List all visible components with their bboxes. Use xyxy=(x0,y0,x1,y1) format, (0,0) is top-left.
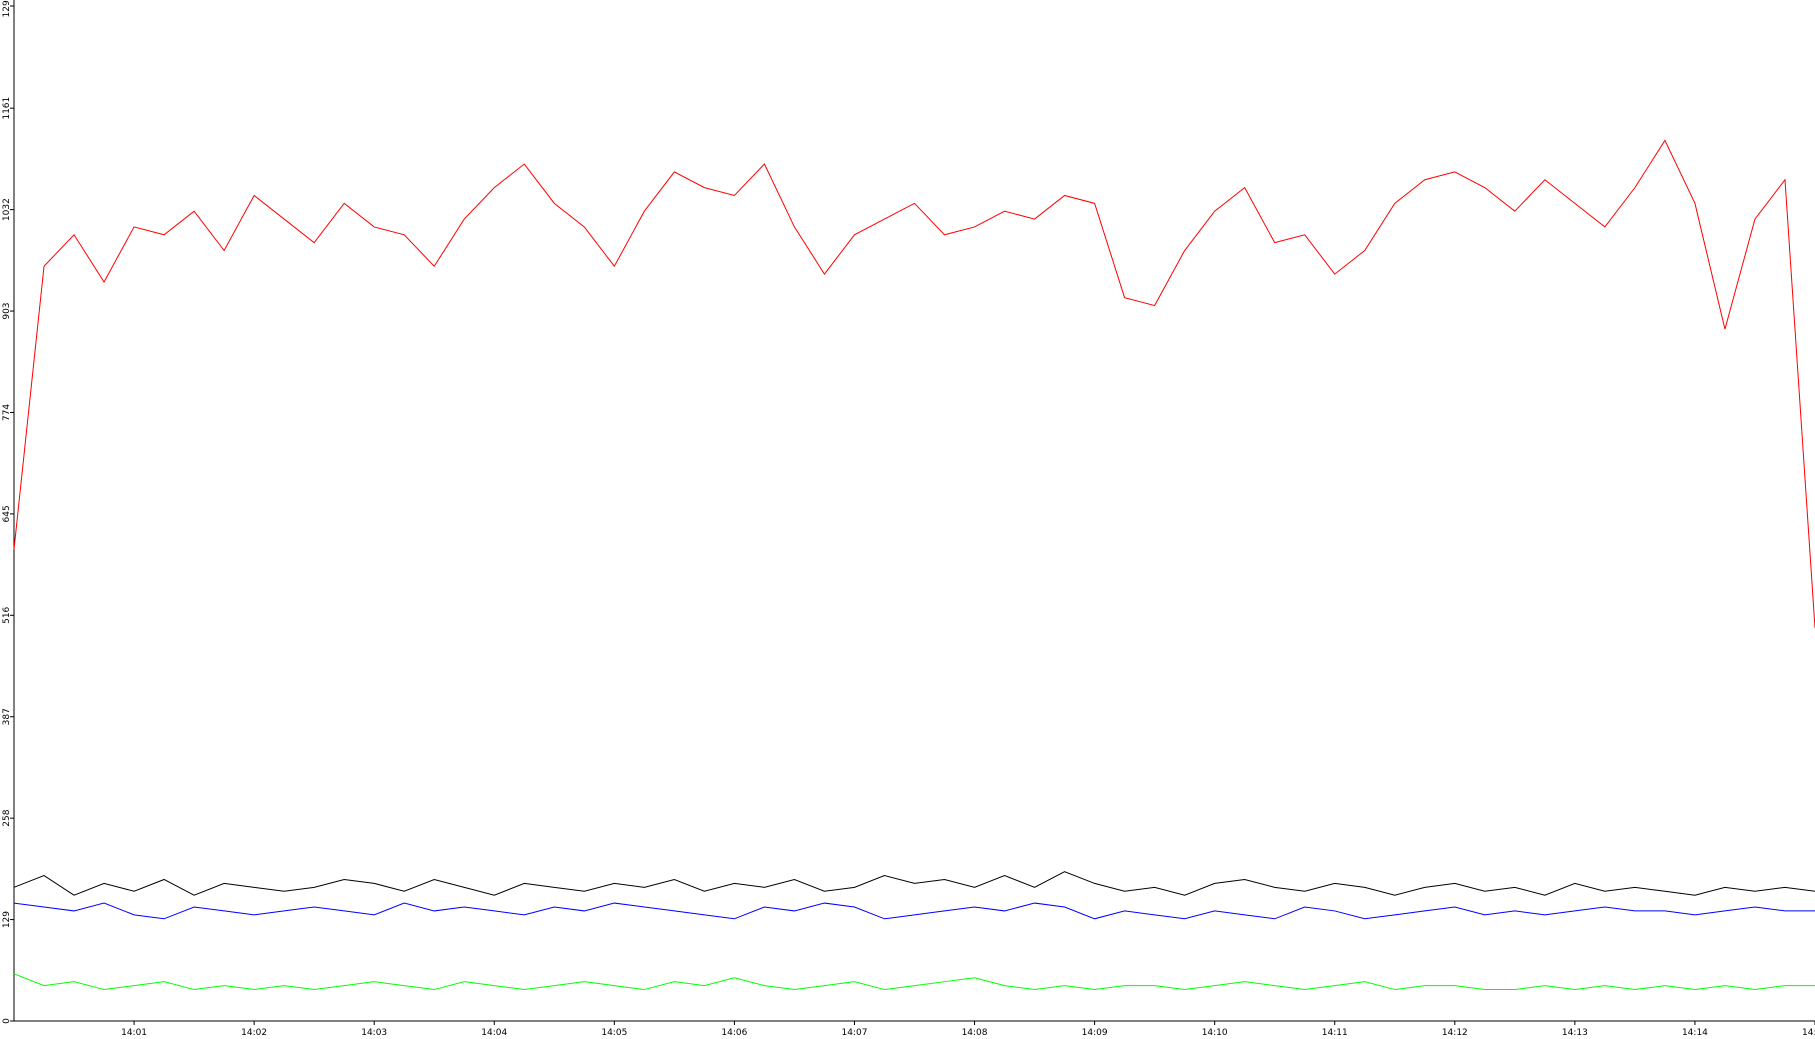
x-tick-label: 14:09 xyxy=(1082,1028,1108,1038)
x-tick-label: 14:02 xyxy=(241,1028,267,1038)
y-tick-label: 258 xyxy=(2,809,12,826)
series-line xyxy=(13,871,1815,896)
x-tick-label: 14:05 xyxy=(601,1028,627,1038)
x-tick-label: 14:06 xyxy=(721,1028,747,1038)
x-tick-label: 14:14 xyxy=(1682,1028,1708,1038)
y-tick-label: 0 xyxy=(2,1018,12,1024)
x-tick-label: 14:12 xyxy=(1442,1028,1468,1038)
x-tick-label: 14:07 xyxy=(841,1028,867,1038)
y-tick-label: 1161 xyxy=(2,97,12,120)
x-tick-label: 14:10 xyxy=(1202,1028,1228,1038)
series-line xyxy=(13,973,1815,991)
y-tick-label: 1291 xyxy=(2,0,12,17)
y-tick-label: 387 xyxy=(2,708,12,725)
x-tick-label: 14:01 xyxy=(121,1028,147,1038)
y-tick-label: 1032 xyxy=(2,198,12,221)
x-tick-label: 14:03 xyxy=(361,1028,387,1038)
y-tick-label: 903 xyxy=(2,302,12,319)
x-tick-label: 14:15 xyxy=(1802,1028,1815,1038)
x-tick-label: 14:04 xyxy=(481,1028,507,1038)
x-tick-label: 14:08 xyxy=(962,1028,988,1038)
series-line xyxy=(13,139,1815,628)
y-tick-label: 645 xyxy=(2,505,12,522)
y-tick-label: 129 xyxy=(2,911,12,928)
x-tick-label: 14:13 xyxy=(1562,1028,1588,1038)
series-line xyxy=(13,902,1815,920)
x-tick-label: 14:11 xyxy=(1322,1028,1348,1038)
y-tick-label: 774 xyxy=(2,404,12,421)
y-tick-label: 516 xyxy=(2,606,12,623)
